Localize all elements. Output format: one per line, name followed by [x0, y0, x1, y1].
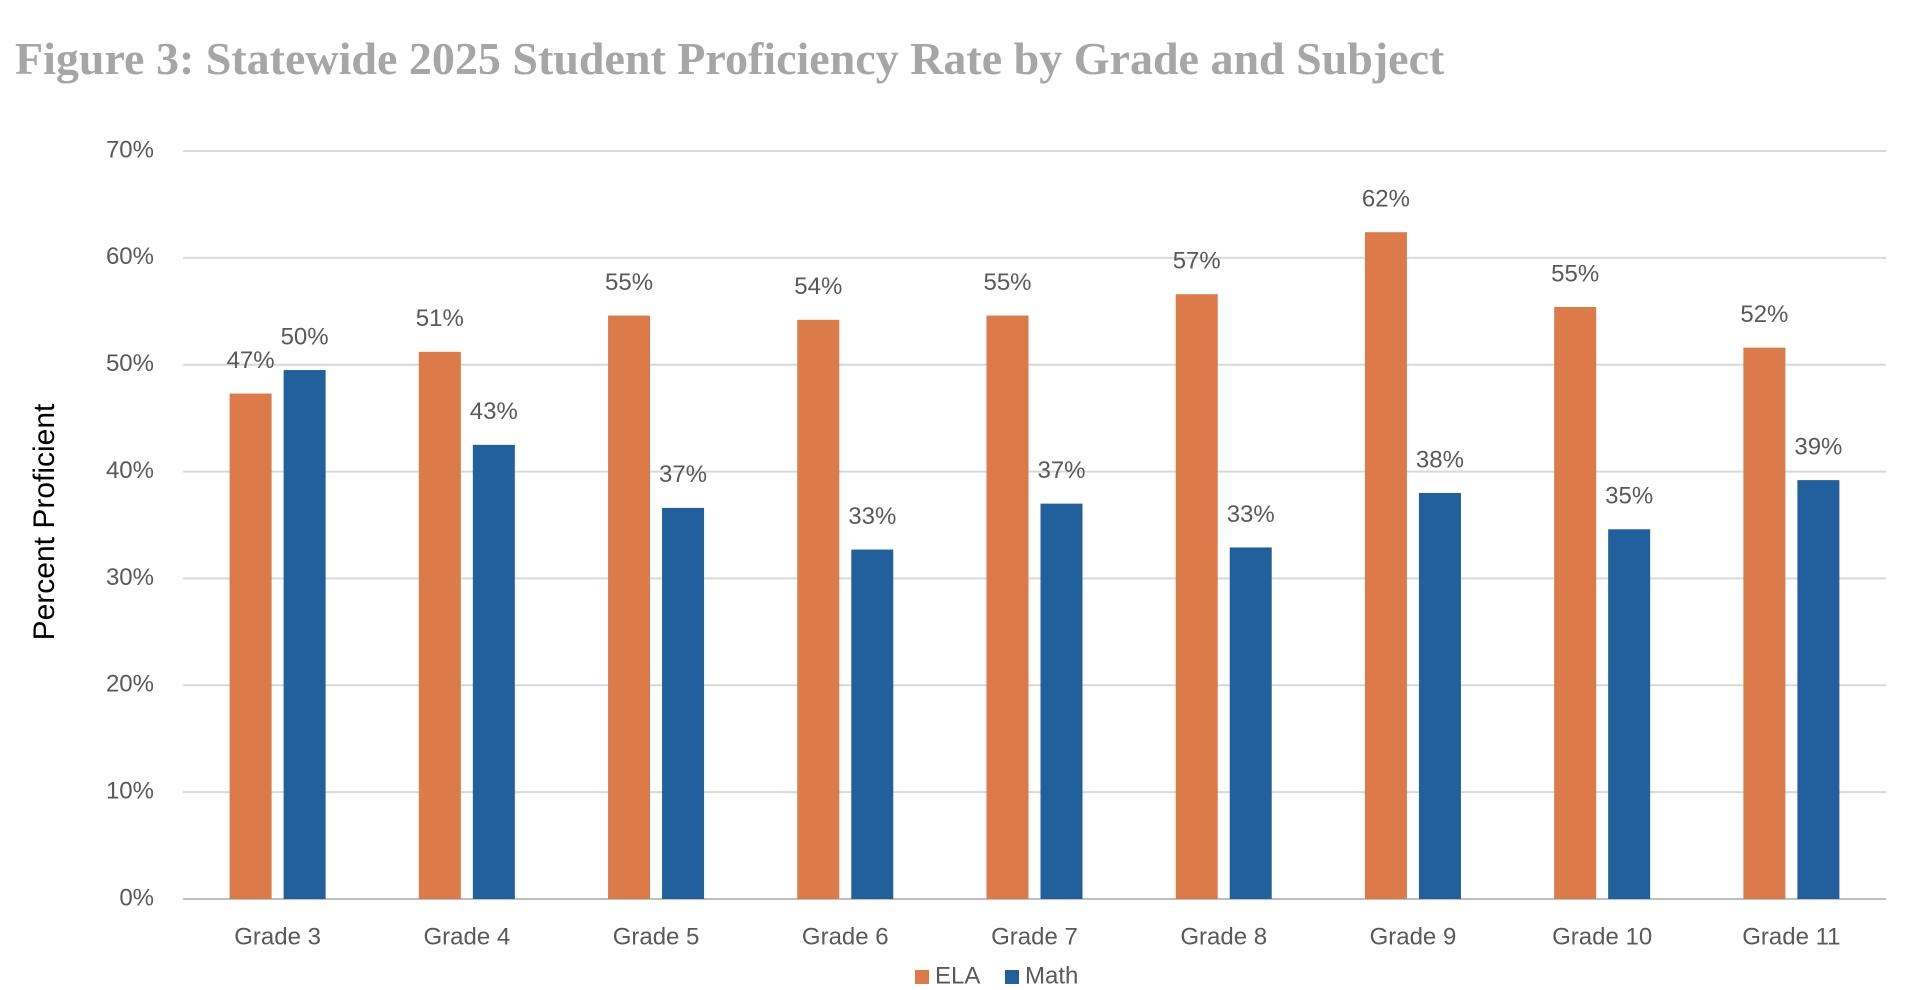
bar — [283, 370, 326, 899]
value-label: 37% — [1037, 457, 1085, 484]
value-label: 57% — [1173, 248, 1221, 275]
value-label: 54% — [794, 273, 842, 300]
y-axis-label: Percent Proficient — [28, 403, 61, 640]
value-label: 55% — [605, 269, 653, 296]
bar — [1364, 232, 1407, 899]
bar — [1743, 347, 1786, 899]
bar — [418, 351, 461, 899]
bar — [1797, 480, 1840, 899]
x-tick-label: Grade 6 — [802, 923, 889, 950]
y-tick-label: 40% — [106, 457, 154, 484]
legend-label: Math — [1025, 962, 1078, 989]
chart-title: Figure 3: Statewide 2025 Student Profici… — [15, 33, 1445, 84]
bar — [472, 444, 515, 899]
legend-swatch — [915, 970, 929, 984]
y-tick-label: 20% — [106, 671, 154, 698]
value-label: 51% — [416, 305, 464, 332]
bar — [229, 393, 272, 899]
value-label: 35% — [1605, 483, 1653, 510]
bar — [1040, 503, 1083, 899]
bar — [662, 507, 705, 899]
bar — [1418, 492, 1461, 899]
value-label: 55% — [983, 269, 1031, 296]
bar — [851, 549, 894, 899]
value-label: 39% — [1794, 433, 1842, 460]
x-tick-label: Grade 10 — [1552, 923, 1652, 950]
value-label: 33% — [1227, 501, 1275, 528]
value-label: 47% — [227, 347, 275, 374]
x-tick-label: Grade 11 — [1742, 923, 1840, 950]
value-label: 33% — [848, 503, 896, 530]
y-tick-label: 50% — [106, 350, 154, 377]
x-tick-label: Grade 9 — [1370, 923, 1457, 950]
y-tick-label: 10% — [106, 777, 154, 804]
bar — [1608, 529, 1651, 899]
value-label: 62% — [1362, 186, 1410, 213]
legend-swatch — [1005, 970, 1019, 984]
x-tick-label: Grade 7 — [991, 923, 1078, 950]
bar — [986, 315, 1029, 899]
value-label: 50% — [281, 323, 329, 350]
y-tick-label: 0% — [119, 884, 154, 911]
bar — [1554, 307, 1597, 899]
value-label: 52% — [1740, 301, 1788, 328]
bar — [1175, 294, 1218, 899]
value-label: 43% — [470, 398, 518, 425]
bar — [1229, 547, 1272, 899]
bar — [797, 319, 840, 899]
x-tick-label: Grade 5 — [613, 923, 700, 950]
y-tick-label: 70% — [106, 136, 154, 163]
bar — [608, 315, 651, 899]
x-tick-label: Grade 8 — [1180, 923, 1267, 950]
value-label: 38% — [1416, 446, 1464, 473]
y-tick-label: 30% — [106, 564, 154, 591]
value-label: 55% — [1551, 260, 1599, 287]
value-label: 37% — [659, 461, 707, 488]
x-tick-label: Grade 4 — [423, 923, 510, 950]
y-tick-label: 60% — [106, 243, 154, 270]
x-tick-label: Grade 3 — [234, 923, 321, 950]
legend-label: ELA — [935, 962, 980, 989]
